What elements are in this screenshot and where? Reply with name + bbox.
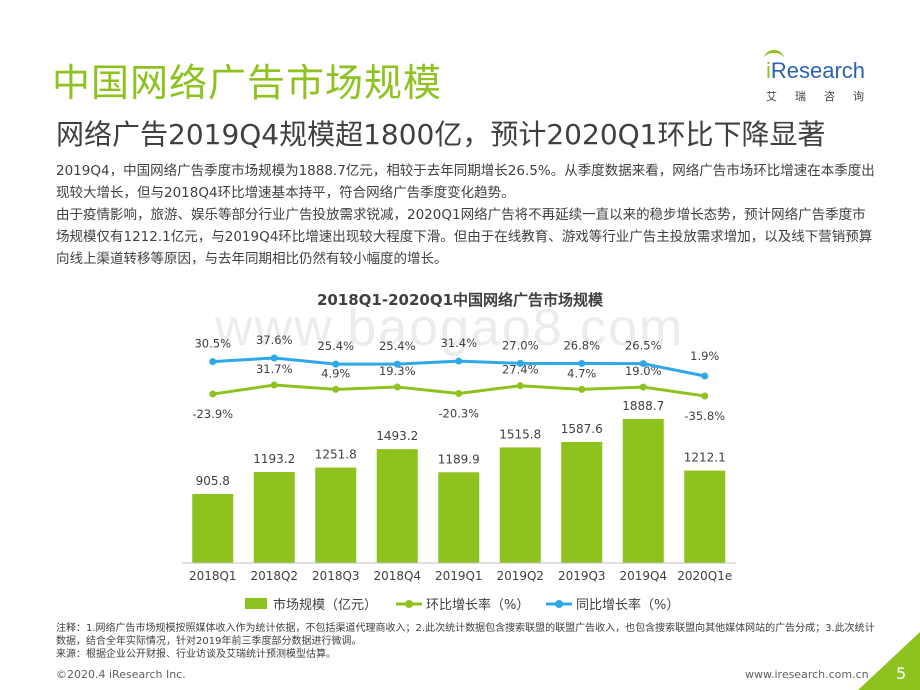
mom-point-2019Q3 bbox=[578, 385, 586, 393]
bar-2018Q2 bbox=[253, 472, 295, 563]
bar-2019Q1 bbox=[438, 472, 480, 563]
bar-2018Q4 bbox=[376, 449, 418, 563]
legend-mom-label: 环比增长率（%） bbox=[426, 597, 529, 613]
yoy-point-2018Q3 bbox=[332, 360, 340, 368]
yoy-point-2018Q1 bbox=[209, 358, 217, 366]
note-text: 注释：1.网络广告市场规模按照媒体收入作为统计依据，不包括渠道代理商收入；2.此… bbox=[56, 623, 875, 647]
mom-label-2019Q1: -20.3% bbox=[438, 406, 479, 420]
mom-label-2018Q3: 4.9% bbox=[321, 366, 350, 380]
yoy-point-2018Q2 bbox=[270, 354, 278, 362]
mom-label-2018Q2: 31.7% bbox=[256, 362, 293, 376]
x-tick-2020Q1e: 2020Q1e bbox=[677, 569, 732, 583]
bar-label-2018Q4: 1493.2 bbox=[376, 429, 418, 443]
bar-label-2018Q2: 1193.2 bbox=[253, 452, 295, 466]
legend-market-size-swatch bbox=[245, 598, 267, 609]
bar-label-2018Q1: 905.8 bbox=[196, 474, 230, 488]
yoy-label-2019Q2: 27.0% bbox=[502, 338, 539, 352]
x-tick-2019Q4: 2019Q4 bbox=[619, 569, 667, 583]
yoy-label-2018Q1: 30.5% bbox=[194, 337, 231, 351]
yoy-label-2019Q1: 31.4% bbox=[440, 336, 477, 350]
bar-2018Q1 bbox=[192, 493, 234, 563]
watermark: www.baogao8.com bbox=[215, 299, 685, 357]
mom-point-2019Q1 bbox=[455, 389, 463, 397]
logo-wordmark: iResearch bbox=[766, 58, 866, 83]
mom-point-2019Q4 bbox=[639, 383, 647, 391]
chart-title: 2018Q1-2020Q1中国网络广告市场规模 bbox=[317, 291, 604, 309]
bar-2018Q3 bbox=[315, 467, 357, 563]
bar-2020Q1e bbox=[684, 470, 726, 563]
bar-label-2020Q1e: 1212.1 bbox=[684, 451, 726, 465]
mom-point-2020Q1e bbox=[701, 392, 709, 400]
bar-label-2019Q1: 1189.9 bbox=[438, 452, 480, 466]
logo-chinese: 艾瑞咨询 bbox=[766, 90, 882, 103]
yoy-label-2019Q4: 26.5% bbox=[625, 339, 662, 353]
x-tick-2018Q2: 2018Q2 bbox=[250, 569, 298, 583]
footer-url: www.iresearch.com.cn bbox=[745, 668, 869, 681]
page-number: 5 bbox=[896, 664, 907, 683]
copyright: ©2020.4 iResearch Inc. bbox=[56, 668, 186, 681]
yoy-label-2020Q1e: 1.9% bbox=[690, 349, 719, 363]
logo-arc-icon bbox=[764, 50, 784, 67]
legend-yoy-swatch-dot bbox=[555, 600, 563, 608]
iresearch-logo: iResearch 艾瑞咨询 bbox=[760, 50, 870, 112]
bar-2019Q3 bbox=[561, 441, 603, 563]
yoy-point-2020Q1e bbox=[701, 372, 709, 380]
yoy-point-2019Q4 bbox=[639, 360, 647, 368]
yoy-label-2019Q3: 26.8% bbox=[563, 338, 600, 352]
yoy-label-2018Q2: 37.6% bbox=[256, 333, 293, 347]
x-tick-2019Q1: 2019Q1 bbox=[435, 569, 483, 583]
yoy-point-2018Q4 bbox=[393, 360, 401, 368]
yoy-label-2018Q3: 25.4% bbox=[317, 339, 354, 353]
yoy-label-2018Q4: 25.4% bbox=[379, 339, 416, 353]
mom-label-2020Q1e: -35.8% bbox=[684, 409, 725, 423]
page-subtitle: 网络广告2019Q4规模超1800亿，预计2020Q1环比下降显著 bbox=[56, 118, 826, 151]
x-tick-2019Q3: 2019Q3 bbox=[558, 569, 606, 583]
source-text: 来源：根据企业公开财报、行业访谈及艾瑞统计预测模型估算。 bbox=[56, 649, 336, 660]
x-tick-2018Q4: 2018Q4 bbox=[373, 569, 421, 583]
mom-point-2018Q1 bbox=[209, 390, 217, 398]
bar-label-2019Q2: 1515.8 bbox=[499, 427, 541, 441]
mom-point-2018Q3 bbox=[332, 385, 340, 393]
mom-label-2019Q4: 19.0% bbox=[625, 364, 662, 378]
body-paragraph-1: 2019Q4，中国网络广告季度市场规模为1888.7亿元，相较于去年同期增长26… bbox=[56, 163, 875, 201]
bar-label-2018Q3: 1251.8 bbox=[315, 448, 357, 462]
mom-point-2019Q2 bbox=[516, 382, 524, 390]
yoy-point-2019Q3 bbox=[578, 359, 586, 367]
bar-label-2019Q3: 1587.6 bbox=[561, 422, 603, 436]
mom-label-2018Q1: -23.9% bbox=[192, 407, 233, 421]
chart-note: 注释：1.网络广告市场规模按照媒体收入作为统计依据，不包括渠道代理商收入；2.此… bbox=[56, 622, 876, 661]
market-size-chart: 2018Q1-2020Q1中国网络广告市场规模 905.8 1193.2 1251.… bbox=[182, 291, 736, 613]
legend-yoy-label: 同比增长率（%） bbox=[576, 597, 679, 613]
x-tick-2018Q3: 2018Q3 bbox=[312, 569, 360, 583]
x-tick-2019Q2: 2019Q2 bbox=[496, 569, 544, 583]
mom-point-2018Q4 bbox=[393, 383, 401, 391]
legend-mom-swatch-dot bbox=[405, 600, 413, 608]
page-title: 中国网络广告市场规模 bbox=[52, 61, 443, 105]
bar-2019Q4 bbox=[622, 419, 664, 563]
yoy-point-2019Q1 bbox=[455, 357, 463, 365]
mom-label-2019Q3: 4.7% bbox=[567, 366, 596, 380]
body-paragraph-2: 由于疫情影响，旅游、娱乐等部分行业广告投放需求锐减，2020Q1网络广告将不再延… bbox=[56, 207, 873, 267]
mom-label-2019Q2: 27.4% bbox=[502, 363, 539, 377]
bar-2019Q2 bbox=[499, 447, 541, 563]
corner-decoration bbox=[858, 632, 920, 690]
legend-market-size-label: 市场规模（亿元） bbox=[273, 597, 377, 613]
mom-point-2018Q2 bbox=[270, 381, 278, 389]
bar-label-2019Q4: 1888.7 bbox=[622, 399, 664, 413]
yoy-point-2019Q2 bbox=[516, 359, 524, 367]
x-tick-2018Q1: 2018Q1 bbox=[189, 569, 237, 583]
mom-label-2018Q4: 19.3% bbox=[379, 364, 416, 378]
